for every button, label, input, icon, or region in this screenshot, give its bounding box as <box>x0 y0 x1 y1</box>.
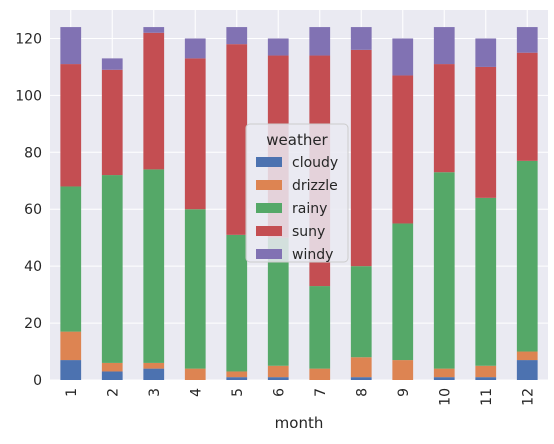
x-tick-label: 9 <box>396 388 412 397</box>
bar-rainy-month-12 <box>516 160 538 352</box>
bar-windy-month-1 <box>60 27 82 65</box>
bar-rainy-month-7 <box>309 286 331 369</box>
bar-windy-month-3 <box>143 27 165 33</box>
y-axis-ticks: 0 20 40 60 80 100 120 <box>15 31 42 389</box>
x-tick-label: 6 <box>271 388 287 397</box>
legend: weather cloudy drizzle rainy suny windy <box>245 123 349 263</box>
bar-windy-month-5 <box>226 27 248 45</box>
legend-swatch-drizzle <box>256 180 282 190</box>
x-tick-label: 12 <box>520 388 536 406</box>
x-axis-ticks: 1 2 3 4 5 6 7 8 9 10 11 12 <box>64 388 537 406</box>
legend-label-rainy: rainy <box>292 201 327 217</box>
bar-drizzle-month-1 <box>60 331 82 361</box>
x-tick-label: 10 <box>437 388 453 406</box>
legend-entries: cloudy drizzle rainy suny windy <box>256 155 338 263</box>
y-tick-label: 100 <box>15 88 42 104</box>
bar-rainy-month-1 <box>60 186 82 332</box>
bar-suny-month-10 <box>433 64 455 173</box>
bar-suny-month-8 <box>350 49 372 267</box>
bar-drizzle-month-11 <box>475 365 497 378</box>
bar-drizzle-month-10 <box>433 368 455 378</box>
bar-cloudy-month-6 <box>267 377 289 380</box>
bar-rainy-month-6 <box>267 237 289 366</box>
bar-windy-month-9 <box>392 38 414 76</box>
bar-cloudy-month-11 <box>475 377 497 380</box>
bar-drizzle-month-7 <box>309 368 331 380</box>
bar-cloudy-month-10 <box>433 377 455 380</box>
bar-windy-month-10 <box>433 27 455 65</box>
x-tick-label: 3 <box>147 388 163 397</box>
bar-suny-month-12 <box>516 52 538 161</box>
legend-title: weather <box>266 131 328 149</box>
bar-windy-month-11 <box>475 38 497 67</box>
legend-label-windy: windy <box>292 247 333 263</box>
legend-swatch-cloudy <box>256 157 282 167</box>
bar-cloudy-month-3 <box>143 368 165 380</box>
bar-drizzle-month-2 <box>101 362 123 372</box>
y-tick-label: 40 <box>24 259 42 275</box>
bar-suny-month-11 <box>475 66 497 198</box>
bar-windy-month-12 <box>516 27 538 53</box>
legend-label-drizzle: drizzle <box>292 178 338 194</box>
x-tick-label: 5 <box>230 388 246 397</box>
bar-drizzle-month-3 <box>143 362 165 369</box>
bar-suny-month-3 <box>143 32 165 170</box>
y-tick-label: 80 <box>24 145 42 161</box>
bar-windy-month-7 <box>309 27 331 56</box>
bar-windy-month-6 <box>267 38 289 56</box>
bar-rainy-month-8 <box>350 266 372 358</box>
x-tick-label: 2 <box>105 388 121 397</box>
bar-suny-month-1 <box>60 64 82 187</box>
bar-rainy-month-3 <box>143 169 165 363</box>
bar-rainy-month-5 <box>226 234 248 372</box>
bar-windy-month-8 <box>350 27 372 50</box>
bar-windy-month-4 <box>184 38 206 59</box>
bar-rainy-month-10 <box>433 172 455 369</box>
bar-drizzle-month-4 <box>184 368 206 380</box>
bar-cloudy-month-12 <box>516 360 538 380</box>
bar-cloudy-month-8 <box>350 377 372 380</box>
x-tick-label: 4 <box>188 388 204 397</box>
x-axis-label: month <box>275 414 324 432</box>
bar-windy-month-2 <box>101 58 123 70</box>
bar-suny-month-9 <box>392 75 414 224</box>
y-tick-label: 60 <box>24 202 42 218</box>
legend-swatch-windy <box>256 249 282 259</box>
x-tick-label: 1 <box>64 388 80 397</box>
y-tick-label: 120 <box>15 31 42 47</box>
legend-swatch-suny <box>256 226 282 236</box>
bar-drizzle-month-9 <box>392 360 414 380</box>
legend-label-cloudy: cloudy <box>292 155 338 171</box>
x-tick-label: 11 <box>479 388 495 406</box>
bar-suny-month-2 <box>101 69 123 176</box>
bar-rainy-month-4 <box>184 209 206 369</box>
bar-suny-month-4 <box>184 58 206 210</box>
x-tick-label: 7 <box>313 388 329 397</box>
x-tick-label: 8 <box>354 388 370 397</box>
bar-drizzle-month-6 <box>267 365 289 378</box>
bar-rainy-month-9 <box>392 223 414 361</box>
bar-rainy-month-11 <box>475 197 497 366</box>
bar-cloudy-month-5 <box>226 377 248 380</box>
bars <box>60 27 538 380</box>
bar-suny-month-5 <box>226 44 248 235</box>
bar-cloudy-month-2 <box>101 371 123 380</box>
bar-drizzle-month-12 <box>516 351 538 361</box>
bar-drizzle-month-5 <box>226 371 248 378</box>
y-tick-label: 0 <box>33 373 42 389</box>
bar-cloudy-month-1 <box>60 360 82 380</box>
bar-drizzle-month-8 <box>350 357 372 378</box>
bar-rainy-month-2 <box>101 175 123 363</box>
legend-swatch-rainy <box>256 203 282 213</box>
legend-label-suny: suny <box>292 224 325 240</box>
y-tick-label: 20 <box>24 316 42 332</box>
